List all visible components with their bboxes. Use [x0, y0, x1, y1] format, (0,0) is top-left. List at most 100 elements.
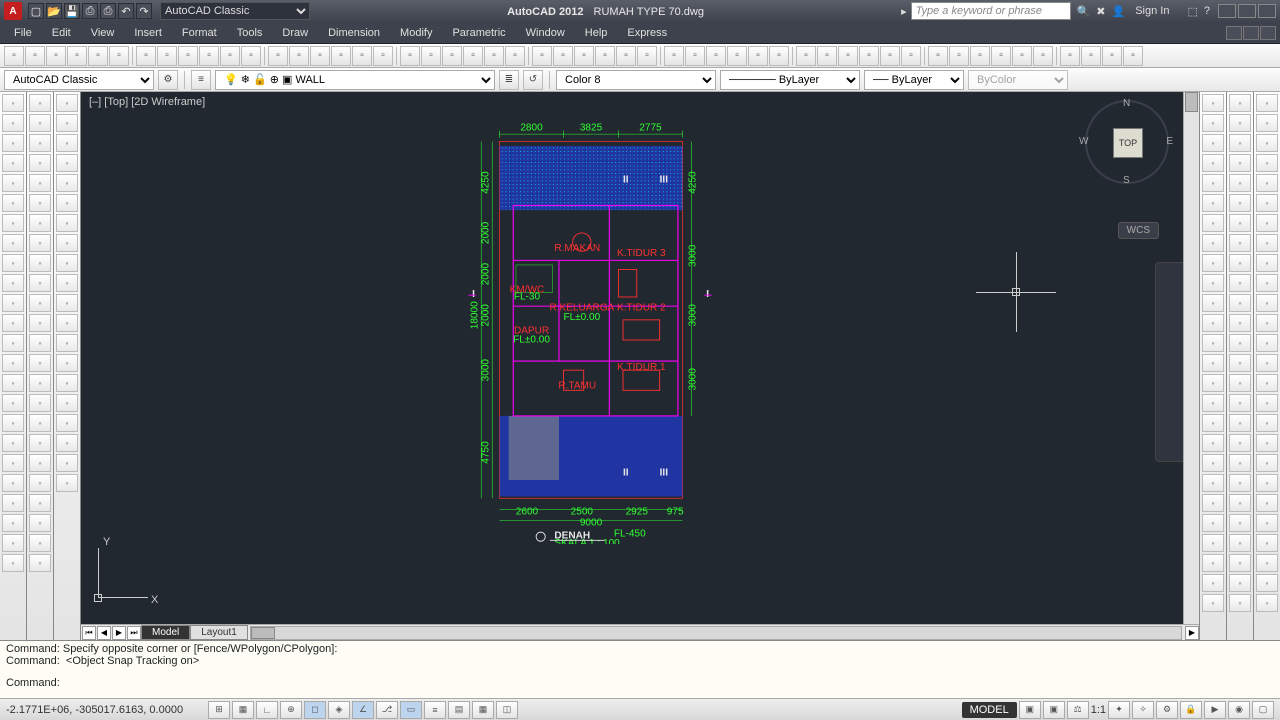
right2-tool-15[interactable]: ◦: [1229, 394, 1251, 412]
menu-file[interactable]: File: [4, 24, 42, 42]
right2-tool-16[interactable]: ◦: [1229, 414, 1251, 432]
right2-tool-23[interactable]: ◦: [1229, 554, 1251, 572]
draw-tool-17[interactable]: ◦: [2, 434, 24, 452]
right2-tool-3[interactable]: ◦: [1229, 154, 1251, 172]
toolbar-button-6[interactable]: ▫: [136, 46, 156, 66]
toolbar-button-41[interactable]: ▫: [901, 46, 921, 66]
right2-tool-18[interactable]: ◦: [1229, 454, 1251, 472]
tpy-toggle[interactable]: ▤: [448, 701, 470, 719]
right1-tool-8[interactable]: ◦: [1202, 254, 1224, 272]
linetype-combo[interactable]: ────── ByLayer: [720, 70, 860, 90]
draw-tool-4[interactable]: ◦: [2, 174, 24, 192]
right2-tool-0[interactable]: ◦: [1229, 94, 1251, 112]
draw-tool-8[interactable]: ◦: [2, 254, 24, 272]
right1-tool-17[interactable]: ◦: [1202, 434, 1224, 452]
toolbar-button-23[interactable]: ▫: [505, 46, 525, 66]
vscroll-thumb[interactable]: [1185, 92, 1198, 112]
right3-tool-0[interactable]: ◦: [1256, 94, 1278, 112]
right1-tool-9[interactable]: ◦: [1202, 274, 1224, 292]
right1-tool-5[interactable]: ◦: [1202, 194, 1224, 212]
draw-tool-12[interactable]: ◦: [2, 334, 24, 352]
polar-toggle[interactable]: ⊕: [280, 701, 302, 719]
ws-switch-icon[interactable]: ⚙: [1156, 701, 1178, 719]
gear-icon[interactable]: ⚙: [158, 70, 178, 90]
tab-next-icon[interactable]: ▶: [112, 626, 126, 640]
help-icon[interactable]: ?: [1204, 5, 1210, 18]
menu-parametric[interactable]: Parametric: [442, 24, 515, 42]
signin-link[interactable]: Sign In: [1135, 5, 1169, 17]
tab-first-icon[interactable]: ⏮: [82, 626, 96, 640]
toolbar-button-39[interactable]: ▫: [859, 46, 879, 66]
modify-tool-7[interactable]: ◦: [56, 234, 78, 252]
workspace-selector[interactable]: AutoCAD Classic: [160, 2, 310, 20]
draw-tool-5[interactable]: ◦: [2, 194, 24, 212]
draw-tool-22[interactable]: ◦: [2, 534, 24, 552]
exchange-icon[interactable]: ✖: [1096, 5, 1105, 18]
right3-tool-17[interactable]: ◦: [1256, 434, 1278, 452]
right3-tool-10[interactable]: ◦: [1256, 294, 1278, 312]
right2-tool-5[interactable]: ◦: [1229, 194, 1251, 212]
clean-screen-icon[interactable]: ▢: [1252, 701, 1274, 719]
menu-view[interactable]: View: [81, 24, 125, 42]
draw2-tool-15[interactable]: ◦: [29, 394, 51, 412]
draw-tool-21[interactable]: ◦: [2, 514, 24, 532]
doc-minimize-icon[interactable]: [1226, 26, 1242, 40]
toolbar-button-36[interactable]: ▫: [796, 46, 816, 66]
wcs-badge[interactable]: WCS: [1118, 222, 1159, 239]
dyn-toggle[interactable]: ▭: [400, 701, 422, 719]
draw2-tool-11[interactable]: ◦: [29, 314, 51, 332]
doc-close-icon[interactable]: [1260, 26, 1276, 40]
qat-saveas-icon[interactable]: ⎙: [82, 3, 98, 19]
draw2-tool-2[interactable]: ◦: [29, 134, 51, 152]
right2-tool-20[interactable]: ◦: [1229, 494, 1251, 512]
modify-tool-1[interactable]: ◦: [56, 114, 78, 132]
right2-tool-8[interactable]: ◦: [1229, 254, 1251, 272]
draw2-tool-23[interactable]: ◦: [29, 554, 51, 572]
right3-tool-9[interactable]: ◦: [1256, 274, 1278, 292]
coordinates-display[interactable]: -2.1771E+06, -305017.6163, 0.0000: [6, 704, 206, 716]
right2-tool-6[interactable]: ◦: [1229, 214, 1251, 232]
toolbar-button-25[interactable]: ▫: [553, 46, 573, 66]
toolbar-button-32[interactable]: ▫: [706, 46, 726, 66]
right2-tool-21[interactable]: ◦: [1229, 514, 1251, 532]
right3-tool-21[interactable]: ◦: [1256, 514, 1278, 532]
right3-tool-4[interactable]: ◦: [1256, 174, 1278, 192]
modify-tool-5[interactable]: ◦: [56, 194, 78, 212]
modify-tool-6[interactable]: ◦: [56, 214, 78, 232]
draw2-tool-14[interactable]: ◦: [29, 374, 51, 392]
right3-tool-23[interactable]: ◦: [1256, 554, 1278, 572]
right2-tool-24[interactable]: ◦: [1229, 574, 1251, 592]
color-combo[interactable]: Color 8: [556, 70, 716, 90]
right2-tool-1[interactable]: ◦: [1229, 114, 1251, 132]
tab-prev-icon[interactable]: ◀: [97, 626, 111, 640]
lineweight-combo[interactable]: ── ByLayer: [864, 70, 964, 90]
toolbar-button-46[interactable]: ▫: [1012, 46, 1032, 66]
signin-icon[interactable]: 👤: [1112, 5, 1126, 18]
right1-tool-23[interactable]: ◦: [1202, 554, 1224, 572]
right1-tool-16[interactable]: ◦: [1202, 414, 1224, 432]
toolbar-button-15[interactable]: ▫: [331, 46, 351, 66]
quickview-drawings-icon[interactable]: ▣: [1043, 701, 1065, 719]
toolbar-button-24[interactable]: ▫: [532, 46, 552, 66]
right1-tool-22[interactable]: ◦: [1202, 534, 1224, 552]
right3-tool-13[interactable]: ◦: [1256, 354, 1278, 372]
right3-tool-24[interactable]: ◦: [1256, 574, 1278, 592]
right3-tool-1[interactable]: ◦: [1256, 114, 1278, 132]
right3-tool-3[interactable]: ◦: [1256, 154, 1278, 172]
toolbar-button-34[interactable]: ▫: [748, 46, 768, 66]
draw2-tool-22[interactable]: ◦: [29, 534, 51, 552]
toolbar-button-40[interactable]: ▫: [880, 46, 900, 66]
qat-undo-icon[interactable]: ↶: [118, 3, 134, 19]
right1-tool-12[interactable]: ◦: [1202, 334, 1224, 352]
viewcube[interactable]: TOP N S E W: [1085, 100, 1169, 184]
draw-tool-18[interactable]: ◦: [2, 454, 24, 472]
modify-tool-2[interactable]: ◦: [56, 134, 78, 152]
toolbar-button-30[interactable]: ▫: [664, 46, 684, 66]
toolbar-button-5[interactable]: ▫: [109, 46, 129, 66]
draw-tool-1[interactable]: ◦: [2, 114, 24, 132]
right2-tool-22[interactable]: ◦: [1229, 534, 1251, 552]
layer-props-icon[interactable]: ≡: [191, 70, 211, 90]
draw-tool-20[interactable]: ◦: [2, 494, 24, 512]
viewcube-top[interactable]: TOP: [1113, 128, 1143, 158]
toolbar-button-38[interactable]: ▫: [838, 46, 858, 66]
